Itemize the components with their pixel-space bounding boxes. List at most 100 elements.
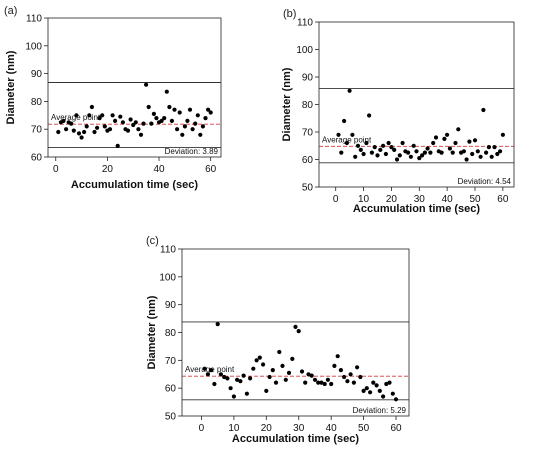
- data-point: [138, 132, 144, 137]
- data-point: [89, 104, 94, 110]
- data-point: [228, 386, 233, 391]
- data-point: [431, 140, 436, 146]
- data-point: [364, 386, 369, 391]
- data-point: [383, 151, 388, 157]
- y-tick-label: 70: [302, 128, 314, 139]
- y-tick-label: 90: [31, 69, 43, 80]
- data-point: [498, 149, 503, 154]
- deviation-label: Deviation: 4.54: [458, 177, 512, 186]
- data-point: [241, 373, 246, 378]
- y-tick-label: 80: [165, 328, 177, 339]
- y-tick-label: 100: [296, 45, 313, 56]
- data-point: [71, 128, 76, 133]
- data-point: [133, 120, 138, 125]
- data-point: [392, 147, 397, 152]
- data-point: [336, 132, 341, 137]
- x-tick-label: 50: [358, 423, 370, 434]
- data-point: [342, 374, 347, 380]
- data-point: [355, 143, 361, 148]
- data-point: [372, 145, 377, 150]
- data-point: [390, 391, 395, 396]
- data-point: [325, 377, 330, 382]
- x-tick-label: 60: [497, 194, 509, 205]
- data-point: [193, 121, 198, 126]
- y-tick-label: 110: [26, 14, 42, 25]
- x-tick-label: 50: [469, 194, 481, 205]
- data-point: [306, 372, 311, 377]
- y-axis-title: Diameter (nm): [281, 67, 293, 141]
- x-tick-label: 40: [326, 423, 338, 434]
- data-point: [293, 324, 298, 329]
- data-point: [290, 356, 295, 361]
- panel-label: (c): [146, 235, 159, 247]
- panel-label: (b): [283, 8, 296, 20]
- deviation-label: Deviation: 3.89: [165, 147, 219, 156]
- y-tick-label: 70: [165, 356, 177, 367]
- data-point: [185, 118, 190, 123]
- data-point: [484, 150, 489, 155]
- data-point: [348, 372, 353, 377]
- average-point-label: Average point: [51, 113, 101, 122]
- data-point: [198, 132, 203, 137]
- data-point: [203, 116, 208, 121]
- data-point: [361, 151, 366, 157]
- data-point: [375, 153, 380, 158]
- data-point: [425, 146, 430, 151]
- x-tick-label: 0: [53, 164, 59, 175]
- x-tick-label: 40: [442, 194, 454, 205]
- data-point: [151, 111, 156, 116]
- data-point: [218, 372, 223, 377]
- data-point: [417, 156, 422, 161]
- data-point: [261, 362, 266, 367]
- data-point: [97, 116, 102, 121]
- data-point: [486, 145, 491, 150]
- data-point: [131, 122, 136, 128]
- y-tick-label: 100: [159, 272, 176, 283]
- data-point: [456, 127, 461, 132]
- data-point: [492, 145, 497, 150]
- data-point: [394, 157, 400, 162]
- data-point: [322, 381, 327, 387]
- x-tick-label: 10: [228, 423, 240, 434]
- data-point: [329, 381, 334, 387]
- data-point: [350, 132, 355, 137]
- data-point: [225, 376, 230, 381]
- data-point: [125, 128, 131, 133]
- data-point: [84, 124, 89, 129]
- data-point: [439, 150, 444, 155]
- data-point: [115, 143, 120, 148]
- data-point: [478, 154, 483, 159]
- data-point: [273, 380, 279, 385]
- data-point: [470, 151, 475, 157]
- data-point: [244, 391, 249, 396]
- data-point: [251, 366, 256, 371]
- plot-frame: [47, 17, 222, 158]
- y-tick-label: 50: [165, 412, 177, 423]
- y-tick-label: 60: [165, 384, 177, 395]
- data-point: [92, 129, 97, 135]
- data-point: [495, 151, 500, 157]
- data-point: [381, 143, 386, 148]
- data-point: [286, 370, 292, 375]
- data-point: [200, 124, 205, 129]
- data-point: [303, 380, 308, 385]
- data-point: [381, 394, 386, 399]
- data-point: [445, 132, 450, 137]
- data-point: [353, 154, 358, 159]
- panel-b: (b) 50 60 70 80 90 100 110 0 10 20 30 40 50 60 Average …: [281, 8, 515, 215]
- data-point: [56, 129, 61, 135]
- data-point: [107, 127, 113, 132]
- data-point: [389, 145, 394, 150]
- data-point: [361, 388, 366, 393]
- data-point: [351, 380, 356, 385]
- x-tick-label: 20: [102, 164, 114, 175]
- data-point: [87, 113, 92, 118]
- data-point: [162, 116, 167, 121]
- data-point: [267, 374, 272, 380]
- data-point: [172, 107, 177, 112]
- x-tick-label: 0: [199, 423, 205, 434]
- data-point: [206, 107, 211, 112]
- panel-label: (a): [4, 5, 17, 17]
- y-tick-label: 60: [302, 155, 314, 166]
